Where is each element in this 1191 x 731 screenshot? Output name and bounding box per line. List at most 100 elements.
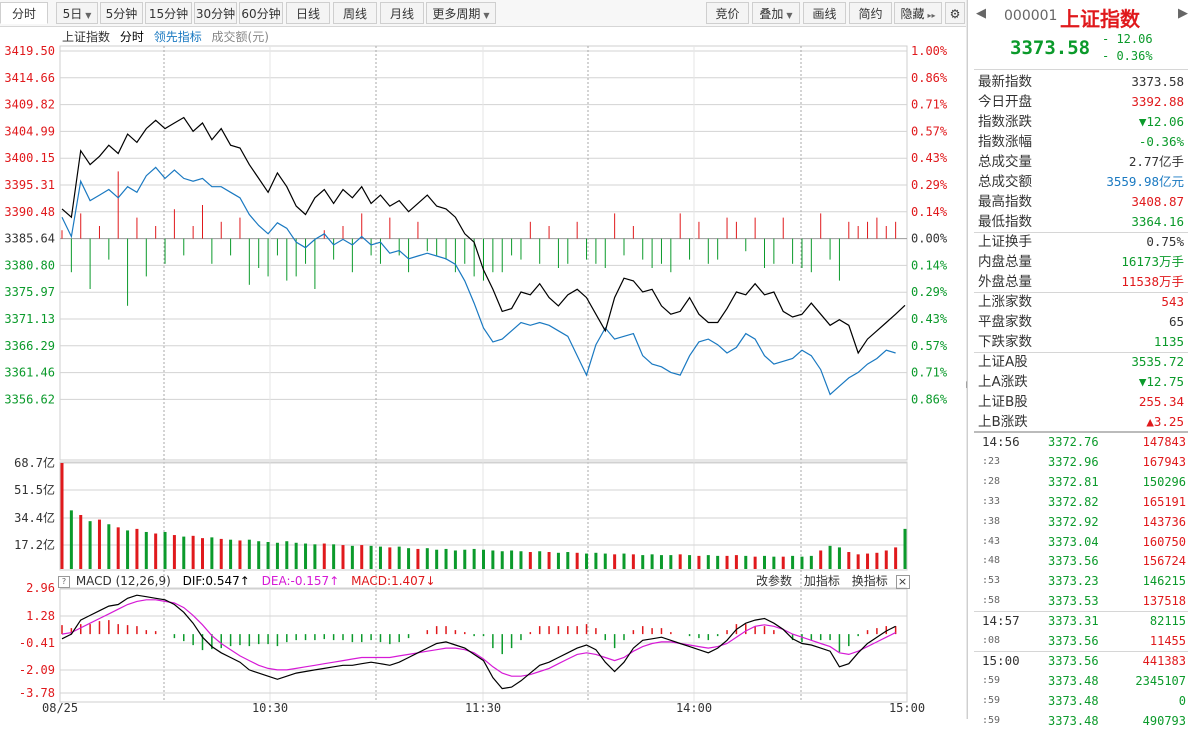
tick-price: 3373.23 [1048,574,1099,589]
macd-tick-label: -2.09 [19,663,55,677]
tick-time: :48 [982,555,1001,567]
volume-bar [435,549,439,569]
toolbar-tab-label: 隐藏 [900,7,925,21]
pct-tick-label: 0.29% [911,285,948,299]
stat-value: 16173万手 [1121,254,1184,269]
toolbar-tab-label: ⚙ [949,7,961,21]
toolbar-tab-right-5[interactable]: ⚙ [945,2,965,24]
divider [974,69,1188,70]
stat-value: -0.36% [1138,134,1184,149]
macd-value: MACD:1.407↓ [351,574,436,588]
volume-bar [247,539,251,569]
volume-bar [875,552,879,569]
intraday-chart[interactable]: 3419.50 1.00% 3414.66 0.86% 3409.82 0.71% 3404… [0,26,966,719]
tick-row: :08 3373.56 11455 [976,631,1186,651]
macd-legend: ? MACD (12,26,9) DIF:0.547↑ DEA:-0.157↑ … [58,573,436,589]
stat-value: 11538万手 [1121,274,1184,289]
tick-price: 3372.92 [1048,514,1099,529]
toolbar-tab-label: 竞价 [715,7,740,21]
volume-bar [631,554,635,569]
chevron-down-icon: ▼ [483,11,490,20]
pct-tick-label: 0.43% [911,312,948,326]
volume-bar [650,554,654,569]
stat-row: 上涨家数 543 [978,292,1184,312]
price-tick-label: 3385.64 [4,232,55,246]
stat-label: 内盘总量 [978,254,1032,270]
toolbar-tab-left-8[interactable]: 月线 [380,2,424,24]
add-indicator-link[interactable]: 加指标 [803,574,840,588]
volume-bar [847,552,851,569]
tick-time: :33 [982,495,1001,507]
pct-tick-label: 0.14% [911,258,948,272]
tick-time: :38 [982,515,1001,527]
volume-bar [659,555,663,569]
toolbar-tab-right-0[interactable]: 竞价 [706,2,749,24]
legend-index-name: 上证指数 [62,30,111,44]
macd-tick-label: 1.28 [26,609,55,623]
stat-row: 今日开盘 3392.88 [978,92,1184,112]
tick-volume: 146215 [1142,574,1186,589]
price-tick-label: 3400.15 [4,151,55,165]
stat-label: 下跌家数 [978,334,1032,350]
volume-bar [79,514,83,569]
toolbar-tab-left-4[interactable]: 30分钟 [194,2,237,24]
tick-row: :59 3373.48 2345107 [976,671,1186,691]
tick-time: :59 [982,714,1001,726]
toolbar-tab-left-5[interactable]: 60分钟 [239,2,283,24]
divider [974,232,1188,233]
volume-bar [519,551,523,569]
tick-row: :38 3372.92 143736 [976,512,1186,532]
toolbar-tab-right-1[interactable]: 叠加 ▼ [752,2,800,24]
pct-tick-label: 0.29% [911,178,948,192]
toolbar-tab-left-3[interactable]: 15分钟 [145,2,192,24]
toolbar-tab-right-4[interactable]: 隐藏 ▸▸ [894,2,942,24]
toolbar-tab-left-1[interactable]: 5日 ▼ [56,2,98,24]
tick-price: 3373.56 [1048,634,1099,648]
close-icon[interactable]: × [895,574,910,589]
volume-bar [594,552,598,569]
toolbar-tab-left-0[interactable]: 分时 [0,2,48,24]
tick-time: 14:56 [982,434,1020,449]
volume-bar [182,536,186,569]
tick-volume: 441383 [1142,653,1186,668]
toolbar-tab-right-2[interactable]: 画线 [803,2,846,24]
volume-bar [809,555,813,569]
volume-bar [828,545,832,569]
stat-row: 外盘总量 11538万手 [978,272,1184,292]
divider [974,611,1188,613]
toolbar-tab-left-2[interactable]: 5分钟 [100,2,143,24]
divider [974,650,1188,652]
toolbar-tab-label: 月线 [389,7,414,21]
change-params-link[interactable]: 改参数 [756,574,793,588]
tick-price: 3372.76 [1048,435,1099,449]
swap-indicator-link[interactable]: 换指标 [851,574,888,588]
volume-bar [894,547,898,569]
pct-tick-label: 0.71% [911,98,948,112]
prev-arrow-icon[interactable]: ◀ [976,6,986,21]
volume-bar [510,550,514,569]
tick-price: 3373.56 [1048,653,1099,668]
next-arrow-icon[interactable]: ▶ [1178,6,1188,21]
toolbar-tab-left-7[interactable]: 周线 [333,2,377,24]
stat-value: 3408.87 [1131,194,1184,209]
macd-tick-label: 2.96 [26,581,55,595]
stat-row: 最新指数 3373.58 [978,72,1184,92]
tick-volume: 167943 [1142,454,1186,469]
volume-bar [88,521,92,569]
toolbar-tab-left-6[interactable]: 日线 [286,2,330,24]
volume-bar [285,541,289,569]
volume-bar [856,554,860,569]
volume-bar [866,553,870,569]
volume-bar [463,549,467,569]
volume-bar [566,552,570,569]
macd-menu-icon[interactable]: ? [58,575,70,588]
toolbar-tab-left-9[interactable]: 更多周期 ▼ [426,2,496,24]
volume-bar [547,552,551,569]
macd-title[interactable]: MACD (12,26,9) [75,574,171,588]
toolbar-tab-right-3[interactable]: 简约 [849,2,892,24]
legend-leading-indicator[interactable]: 领先指标 [153,30,202,44]
stat-value: ▼12.75 [1138,374,1184,389]
stat-label: 上证换手 [978,234,1032,250]
chart-legend: 上证指数 分时 领先指标 成交额(元) [62,29,269,45]
legend-period: 分时 [119,30,144,44]
